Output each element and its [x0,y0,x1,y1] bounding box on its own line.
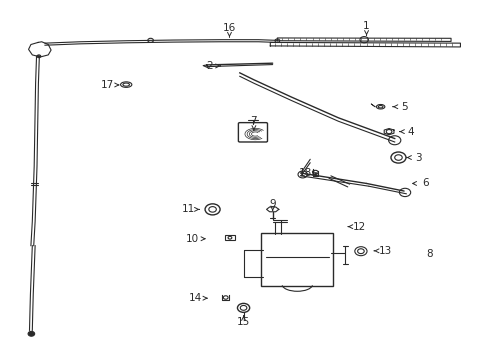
Text: 13: 13 [378,246,391,256]
Text: 16: 16 [223,23,236,33]
Text: 11: 11 [181,204,194,214]
Text: 7: 7 [250,116,257,126]
Text: 18: 18 [298,168,311,178]
Text: 2: 2 [205,61,212,71]
Text: 12: 12 [352,222,366,231]
Text: 17: 17 [101,80,114,90]
Text: 6: 6 [421,179,427,188]
Text: 15: 15 [237,318,250,327]
Text: 9: 9 [269,199,275,209]
Text: 1: 1 [363,21,369,31]
Circle shape [28,331,35,336]
Text: 4: 4 [407,127,414,136]
Text: 8: 8 [426,249,432,259]
Text: 10: 10 [186,234,199,244]
Text: 3: 3 [414,153,421,162]
Text: 14: 14 [188,293,202,303]
Text: 5: 5 [400,102,407,112]
